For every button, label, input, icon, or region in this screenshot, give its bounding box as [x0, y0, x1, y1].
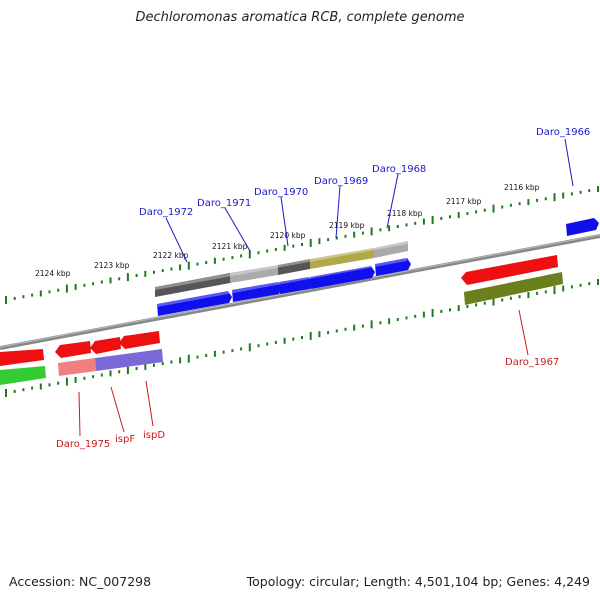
gene-daro-1969-arrow[interactable] [310, 266, 375, 289]
genome-backbone [0, 234, 600, 350]
tick-label-2120: 2120 kbp [270, 231, 306, 240]
operon-block-light-2[interactable] [374, 241, 408, 258]
label-daro-1970[interactable]: Daro_1970 [254, 187, 308, 198]
reverse-genes [0, 255, 563, 385]
tick-label-2123: 2123 kbp [94, 261, 130, 270]
tick-label-2117: 2117 kbp [446, 197, 482, 206]
reverse-track-lavender[interactable] [95, 349, 163, 371]
gene-daro-1970-arrow[interactable] [279, 277, 313, 294]
accession-text: Accession: NC_007298 [9, 574, 152, 589]
tick-label-2119: 2119 kbp [329, 221, 365, 230]
operon-block-dark-2[interactable] [278, 259, 310, 275]
upper-ruler [5, 186, 599, 304]
operon-block-olive[interactable] [310, 248, 374, 269]
gene-ispd-arrow[interactable] [119, 331, 160, 349]
label-daro-1971[interactable]: Daro_1971 [197, 198, 251, 209]
upper-ruler-labels: 2124 kbp 2123 kbp 2122 kbp 2121 kbp 2120… [35, 183, 540, 278]
label-daro-1969[interactable]: Daro_1969 [314, 176, 368, 187]
tick-label-2116: 2116 kbp [504, 183, 540, 192]
label-ispd[interactable]: ispD [143, 430, 165, 441]
label-daro-1967[interactable]: Daro_1967 [505, 357, 559, 368]
gene-daro-1967-arrow[interactable] [461, 255, 558, 285]
genome-summary-text: Topology: circular; Length: 4,501,104 bp… [246, 574, 590, 589]
gene-daro-1966-arrow[interactable] [566, 218, 599, 236]
upper-operon-track [155, 241, 408, 297]
gene-daro-1975-left-track[interactable] [0, 366, 46, 385]
gene-daro-1971-arrow[interactable] [232, 282, 282, 302]
gene-daro-1972-arrow[interactable] [157, 291, 232, 316]
forward-gene-labels: Daro_1966 Daro_1968 Daro_1969 Daro_1970 … [139, 127, 590, 263]
reverse-gene-labels: Daro_1967 Daro_1975 ispF ispD [56, 309, 559, 450]
gene-daro-1967-track[interactable] [464, 272, 563, 305]
genome-backbone-highlight [0, 234, 600, 348]
gene-daro-1968-arrow[interactable] [375, 258, 411, 276]
forward-genes [157, 218, 599, 316]
map-title: Dechloromonas aromatica RCB, complete ge… [135, 10, 465, 25]
label-daro-1968[interactable]: Daro_1968 [372, 164, 426, 175]
gene-daro-1975-left-arrow[interactable] [0, 349, 44, 366]
reverse-track-pink[interactable] [58, 358, 96, 376]
tick-label-2121: 2121 kbp [212, 242, 248, 251]
label-daro-1975[interactable]: Daro_1975 [56, 439, 110, 450]
label-daro-1966[interactable]: Daro_1966 [536, 127, 590, 138]
label-ispf[interactable]: ispF [115, 434, 135, 445]
operon-block-dark[interactable] [155, 273, 230, 297]
tick-label-2124: 2124 kbp [35, 269, 71, 278]
lower-ruler [5, 279, 599, 397]
gene-daro-1975-arrow[interactable] [55, 341, 91, 358]
operon-block-light[interactable] [230, 265, 278, 283]
label-daro-1972[interactable]: Daro_1972 [139, 207, 193, 218]
gene-ispf-arrow[interactable] [90, 337, 121, 354]
tick-label-2122: 2122 kbp [153, 251, 189, 260]
tick-label-2118: 2118 kbp [387, 209, 423, 218]
